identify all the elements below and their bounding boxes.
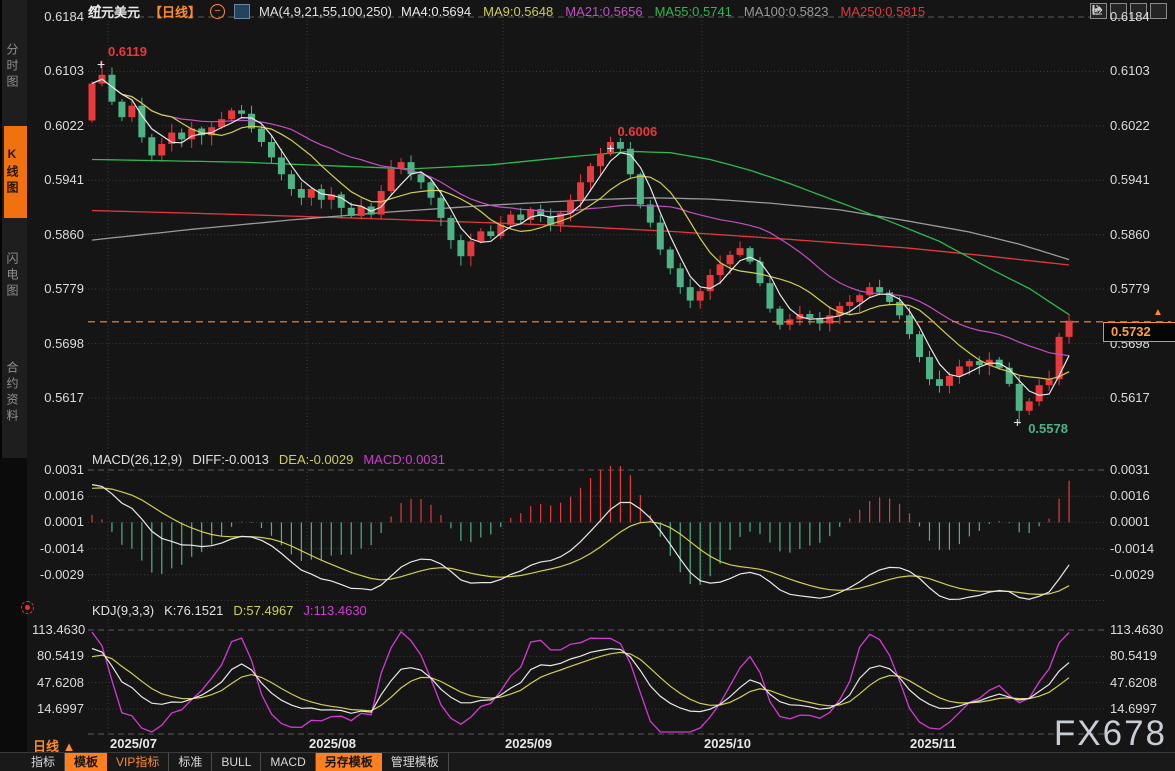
live-indicator-icon: [21, 601, 34, 614]
sidebar-item-1[interactable]: 分时图: [5, 43, 19, 91]
grid-layer: [88, 16, 1106, 735]
sidebar-spacer: [0, 458, 27, 771]
ma-value-label: MA55:0.5741: [654, 3, 732, 19]
ma-value-label: MA9:0.5648: [483, 3, 554, 19]
ma-indicator-icon[interactable]: [88, 3, 251, 19]
axis-tick-label: -0.0014: [1110, 540, 1155, 556]
time-axis-label: 2025/10: [704, 736, 751, 751]
time-axis: 日线 ▲ 2025/07 2025/08 2025/09 2025/10 2025/11: [0, 735, 1175, 754]
swing-marker-icon: +: [96, 55, 106, 72]
brand-watermark: FX678: [1053, 714, 1167, 753]
axis-tick-label: 0.5941: [44, 172, 84, 188]
axis-tick-label: 0.0016: [1110, 488, 1150, 504]
price-marker-icon[interactable]: ▲: [1153, 307, 1163, 318]
axis-tick-label: 0.0001: [44, 514, 84, 530]
axis-tick-label: 80.5419: [37, 648, 84, 664]
toolbar-tab[interactable]: VIP指标: [107, 753, 170, 771]
axis-tick-label: 0.5698: [44, 335, 84, 351]
axis-tick-label: 113.4630: [32, 622, 86, 637]
axis-tick-label: 0.6022: [1110, 117, 1150, 133]
axis-tick-label: -0.0029: [1110, 566, 1155, 582]
toolbar-tab[interactable]: 标准: [169, 753, 213, 771]
collapse-header-icon[interactable]: −: [210, 3, 226, 19]
scale-time-icon[interactable]: [1092, 3, 1147, 19]
time-axis-label: 2025/07: [110, 736, 157, 751]
fast-ma-lines: [91, 78, 1070, 396]
axis-tick-label: 0.6184: [1110, 9, 1150, 24]
indicator-value-label: J:113.4630: [303, 603, 367, 618]
time-axis-label: 2025/11: [910, 736, 957, 751]
indicator-value-label: D:57.4967: [233, 603, 294, 618]
swing-high-label: 0.6006: [617, 123, 658, 139]
last-price-tag: 0.5732: [1103, 322, 1175, 342]
bottom-toolbar: 指标 模板 VIP指标 标准 BULL MACD 另存模板 管理模板: [0, 752, 1175, 771]
indicator-value-label: DEA:-0.0029: [278, 452, 354, 467]
axis-tick-label: 0.5779: [1110, 281, 1150, 297]
indicator-title: MACD(26,12,9): [92, 452, 183, 467]
axis-tick-label: -0.0014: [39, 540, 84, 556]
axis-tick-label: 0.6022: [44, 117, 84, 133]
swing-low-label: 0.5578: [1028, 421, 1068, 437]
axis-tick-label: 0.0001: [1110, 514, 1150, 530]
time-axis-label: 2025/09: [505, 736, 552, 751]
sidebar-item-3[interactable]: 闪电图: [5, 252, 19, 300]
sidebar-item-4[interactable]: 合约资料: [5, 361, 19, 425]
sidebar-item-2[interactable]: K线图: [4, 126, 27, 218]
axis-tick-label: 0.5860: [1110, 226, 1150, 242]
toolbar-tab[interactable]: 模板: [65, 753, 108, 771]
axis-tick-label: -0.0029: [39, 566, 84, 582]
candlestick-layer: [88, 60, 1073, 425]
axis-tick-label: 0.0031: [1110, 462, 1150, 477]
axis-tick-label: 0.6184: [44, 9, 84, 24]
swing-high-label: 0.6119: [107, 43, 148, 59]
toolbar-tab[interactable]: MACD: [261, 753, 316, 771]
collapse-panel-icon[interactable]: [1093, 3, 1167, 19]
axis-tick-label: 47.6208: [37, 674, 84, 690]
symbol-name: 纽元美元: [88, 4, 141, 20]
ma-value-label: MA100:0.5823: [743, 3, 829, 19]
macd-indicator-layer: [91, 466, 1070, 601]
ma-value-label: MA4:0.5694: [401, 3, 472, 19]
toolbar-tab[interactable]: 指标: [22, 753, 66, 771]
ma-value-label: MA21:0.5656: [565, 3, 643, 19]
axis-tick-label: 0.5617: [1110, 390, 1150, 405]
toolbar-tab[interactable]: 另存模板: [315, 753, 382, 771]
chart-header: 纽元美元 【日线】 − MA(4,9,21,55,100,250) MA4:0.…: [88, 2, 925, 20]
indicator-value-label: MACD:0.0031: [363, 452, 445, 467]
window-tool-buttons: [1090, 3, 1167, 19]
toolbar-tab[interactable]: 管理模板: [382, 753, 449, 771]
period-tag: 【日线】: [149, 4, 202, 20]
axis-tick-label: 0.6103: [44, 63, 84, 79]
axis-tick-label: 14.6997: [37, 700, 84, 716]
axis-tick-label: 113.4630: [1110, 622, 1164, 637]
kdj-header: KDJ(9,3,3) K:76.1521 D:57.4967 J:113.4630: [92, 603, 377, 618]
ma-legend: MA4:0.5694 MA9:0.5648 MA21:0.5656 MA55:0.57…: [401, 4, 925, 19]
swing-marker-icon: +: [1013, 414, 1022, 431]
ma-settings-label[interactable]: MA(4,9,21,55,100,250): [259, 3, 393, 19]
ma-value-label: MA250:0.5815: [840, 3, 926, 19]
axis-tick-label: 80.5419: [1110, 648, 1157, 664]
axis-tick-label: 0.5860: [44, 226, 84, 242]
axis-tick-label: 0.0031: [44, 462, 84, 477]
axis-tick-label: 14.6997: [1110, 700, 1157, 716]
kdj-indicator-layer: [91, 630, 1070, 733]
macd-header: MACD(26,12,9) DIFF:-0.0013 DEA:-0.0029 MACD…: [92, 452, 455, 467]
period-selector[interactable]: 日线 ▲: [33, 739, 76, 754]
indicator-value-label: DIFF:-0.0013: [192, 452, 269, 467]
axis-tick-label: 0.0016: [44, 488, 84, 504]
axis-tick-label: 0.5617: [44, 390, 84, 405]
axis-tick-label: 0.6103: [1110, 63, 1150, 79]
axis-tick-label: 0.5941: [1110, 172, 1150, 188]
time-axis-label: 2025/08: [309, 736, 356, 751]
axis-tick-label: 0.5779: [44, 281, 84, 297]
indicator-title: KDJ(9,3,3): [92, 603, 155, 618]
chart-type-sidebar: 分时图 K线图闪电图合约资料: [0, 0, 27, 458]
axis-tick-label: 47.6208: [1110, 674, 1157, 690]
indicator-value-label: K:76.1521: [164, 603, 224, 618]
swing-marker-icon: +: [606, 139, 615, 156]
toolbar-tab[interactable]: BULL: [212, 753, 262, 771]
